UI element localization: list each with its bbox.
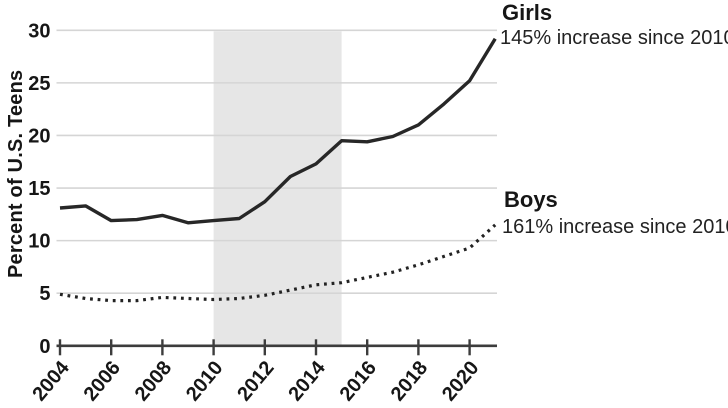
x-tick-label-2020: 2020: [438, 357, 483, 405]
series-label-girls: Girls: [502, 0, 553, 25]
x-tick-label-2004: 2004: [28, 356, 74, 405]
x-tick-label-2010: 2010: [182, 357, 227, 405]
x-tick-label-2006: 2006: [80, 357, 125, 405]
x-tick-label-2008: 2008: [131, 357, 176, 405]
y-tick-label-20: 20: [28, 125, 50, 147]
y-tick-label-10: 10: [28, 231, 50, 253]
girls-line: [59, 37, 497, 225]
boys-line: [59, 223, 497, 303]
series-label-boys: Boys: [504, 187, 558, 212]
y-tick-label-15: 15: [28, 178, 50, 200]
x-tick-label-2012: 2012: [233, 357, 278, 405]
y-tick-label-25: 25: [28, 73, 50, 95]
y-tick-label-30: 30: [28, 20, 50, 42]
y-tick-label-0: 0: [39, 336, 50, 358]
y-tick-label-5: 5: [39, 283, 50, 305]
series-annotation-girls: 145% increase since 2010: [500, 27, 728, 49]
x-tick-label-2016: 2016: [336, 357, 381, 405]
series-annotation-boys: 161% increase since 2010: [502, 216, 728, 238]
x-tick-label-2014: 2014: [284, 356, 330, 405]
x-tick-label-2018: 2018: [387, 357, 432, 405]
